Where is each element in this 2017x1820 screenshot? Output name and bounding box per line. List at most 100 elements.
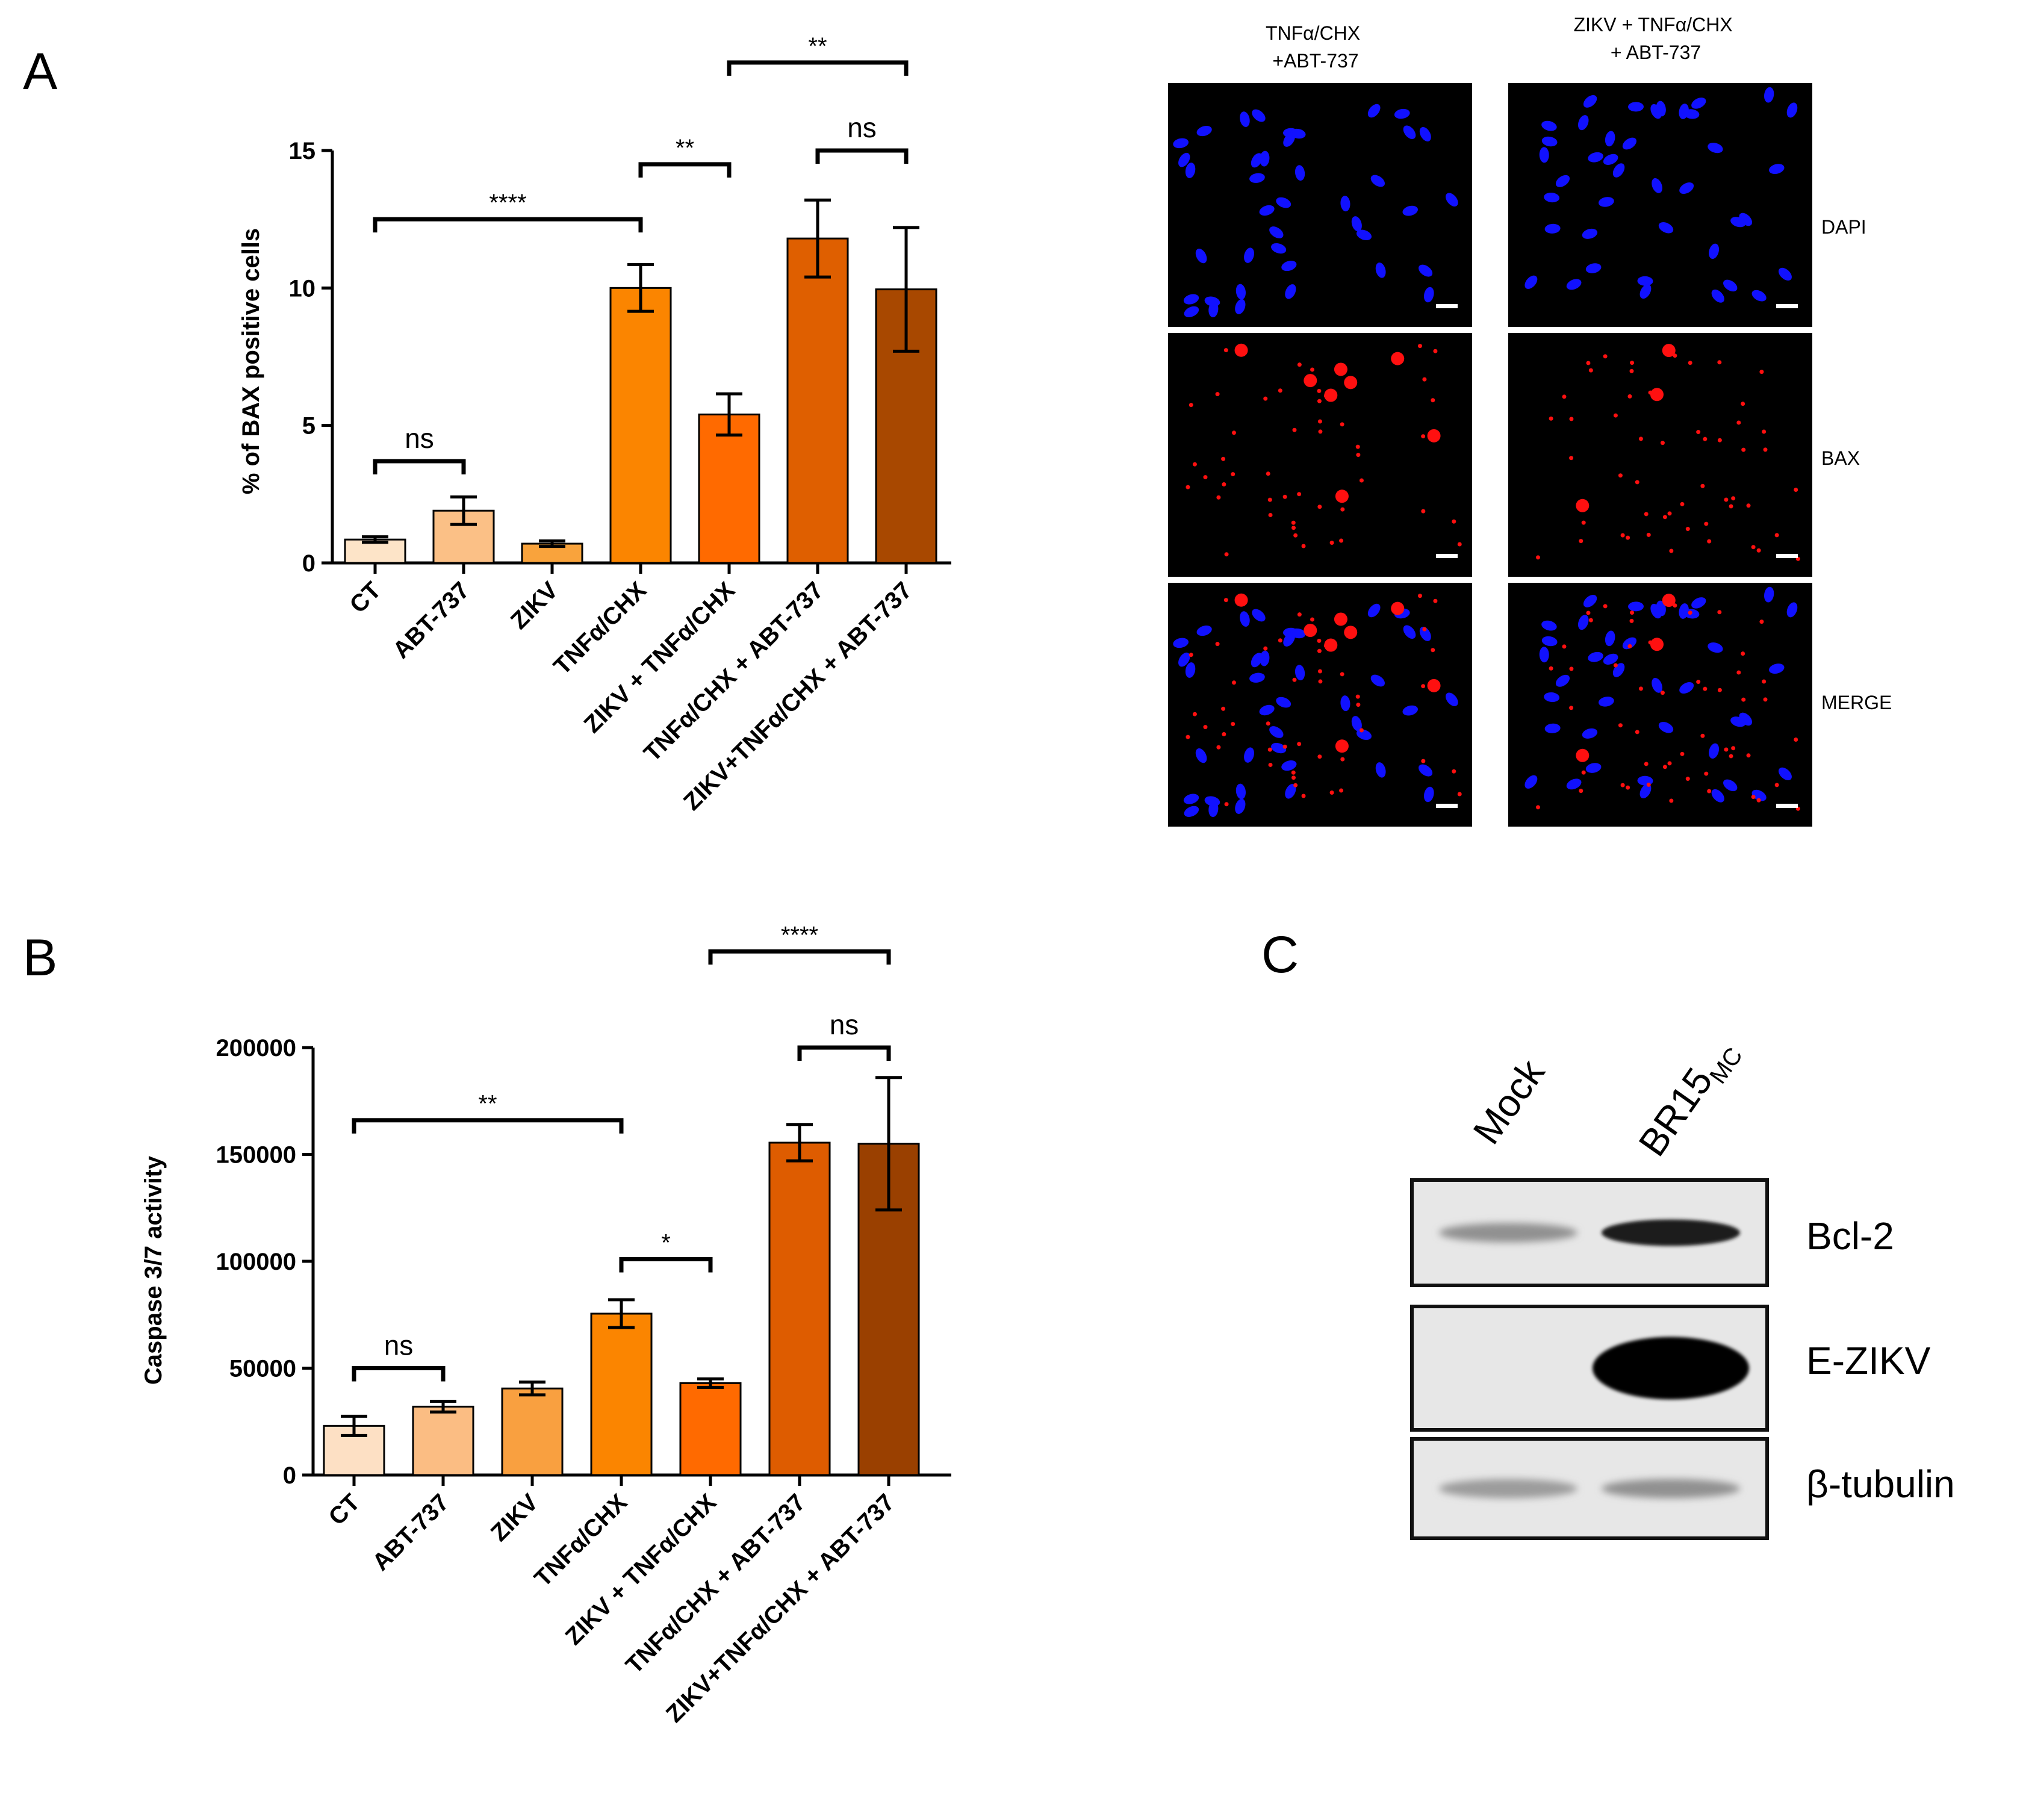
nucleus: [1577, 615, 1589, 630]
y-tick-label: 0: [302, 550, 315, 577]
bax-signal: [1317, 419, 1322, 424]
bax-signal: [1627, 644, 1632, 648]
nucleus: [1196, 125, 1212, 137]
bax-signal: [1231, 680, 1236, 685]
nucleus: [1679, 682, 1694, 694]
bax-signal: [1638, 436, 1643, 441]
nucleus: [1184, 306, 1199, 317]
bar: [609, 287, 672, 564]
bax-signal: [1648, 640, 1653, 645]
bax-signal: [1729, 754, 1733, 759]
bax-signal: [1421, 509, 1426, 514]
nucleus: [1778, 767, 1792, 780]
micrograph-row-label: BAX: [1821, 447, 1860, 469]
nucleus: [1185, 163, 1196, 178]
nucleus: [1423, 287, 1434, 303]
nucleus: [1240, 111, 1250, 127]
bax-signal: [1746, 503, 1751, 508]
nucleus: [1251, 153, 1263, 168]
bax-signal: [1335, 739, 1349, 753]
nucleus: [1708, 642, 1723, 653]
bax-signal: [1626, 535, 1630, 540]
nucleus: [1260, 650, 1270, 666]
bax-signal: [1704, 771, 1709, 776]
bax-signal: [1427, 429, 1441, 443]
bax-signal: [1669, 798, 1674, 803]
nucleus: [1271, 742, 1287, 754]
nucleus: [1544, 723, 1561, 733]
bax-signal: [1356, 703, 1361, 707]
bax-signal: [1644, 762, 1649, 766]
scale-bar: [1436, 804, 1458, 808]
bax-signal: [1189, 653, 1193, 657]
bax-signal: [1581, 770, 1586, 775]
bax-signal: [1340, 422, 1344, 427]
bax-signal: [1669, 548, 1674, 553]
scale-bar: [1436, 554, 1458, 558]
nucleus: [1709, 743, 1720, 759]
nucleus: [1252, 609, 1266, 622]
bax-signal: [1203, 725, 1208, 730]
nucleus: [1446, 692, 1458, 707]
bax-signal: [1717, 688, 1722, 692]
bax-signal: [1340, 757, 1345, 762]
nucleus: [1283, 632, 1295, 647]
significance-bracket: [797, 1045, 891, 1061]
bax-signal: [1231, 472, 1235, 477]
bax-signal: [1569, 417, 1574, 421]
nucleus: [1639, 284, 1652, 299]
bax-signal: [1222, 731, 1226, 736]
nucleus: [1605, 131, 1615, 147]
bax-signal: [1329, 790, 1334, 795]
bax-signal: [1317, 754, 1322, 759]
significance-bracket: [373, 459, 466, 475]
blot-row-label: Bcl-2: [1806, 1214, 1894, 1258]
bax-signal: [1297, 612, 1302, 617]
bax-signal: [1317, 669, 1322, 674]
bax-signal: [1452, 769, 1456, 774]
nucleus: [1566, 778, 1582, 790]
bax-signal: [1626, 785, 1630, 790]
bax-signal: [1751, 795, 1756, 800]
bax-signal: [1703, 686, 1708, 691]
nucleus: [1367, 603, 1381, 618]
bax-signal: [1266, 471, 1270, 476]
bar: [679, 1382, 742, 1476]
nucleus: [1294, 165, 1305, 181]
nucleus: [1195, 748, 1207, 763]
nucleus: [1764, 586, 1774, 603]
bax-signal: [1391, 601, 1405, 615]
nucleus: [1582, 728, 1598, 739]
bax-signal: [1355, 444, 1360, 449]
bax-signal: [1662, 515, 1667, 520]
y-axis-title: % of BAX positive cells: [238, 228, 264, 494]
bax-signal: [1344, 626, 1358, 639]
bax-signal: [1192, 462, 1197, 467]
nucleus: [1628, 601, 1644, 612]
nucleus: [1249, 173, 1265, 183]
nucleus: [1786, 102, 1798, 118]
bax-signal: [1586, 361, 1591, 365]
bax-signal: [1317, 648, 1322, 653]
blot-band: [1593, 1337, 1749, 1400]
nucleus: [1656, 600, 1666, 617]
bax-signal: [1291, 520, 1296, 525]
bax-signal: [1569, 706, 1574, 710]
significance-label: ns: [847, 112, 877, 143]
y-tick-label: 50000: [229, 1356, 296, 1382]
bax-signal: [1291, 526, 1296, 530]
x-category-label: CT: [345, 577, 387, 618]
nucleus: [1723, 779, 1738, 792]
bax-signal: [1433, 349, 1438, 353]
bax-signal: [1646, 782, 1651, 787]
nucleus: [1778, 267, 1792, 281]
nucleus: [1259, 205, 1275, 216]
nucleus: [1403, 625, 1416, 639]
bax-signal: [1650, 388, 1664, 402]
bax-signal: [1700, 483, 1705, 488]
bax-signal: [1603, 604, 1608, 609]
bax-signal: [1301, 544, 1306, 548]
nucleus: [1173, 638, 1189, 648]
nucleus: [1539, 147, 1549, 163]
significance-bracket: [619, 1256, 713, 1273]
